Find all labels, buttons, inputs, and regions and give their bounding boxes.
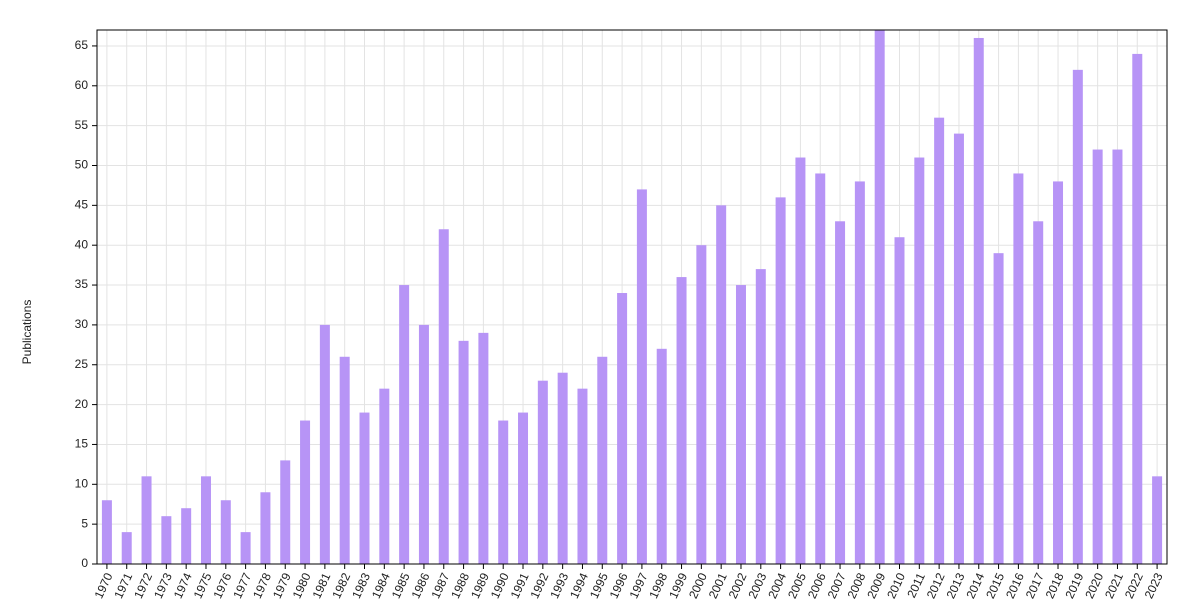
y-tick-label: 60 — [75, 78, 89, 92]
y-tick-label: 55 — [75, 118, 89, 132]
bar — [300, 420, 311, 564]
bar — [775, 197, 786, 564]
bar — [141, 476, 152, 564]
bar — [438, 229, 449, 565]
bar — [200, 476, 211, 564]
bar — [339, 356, 350, 564]
y-tick-label: 5 — [81, 516, 88, 530]
plot-border — [96, 29, 1168, 565]
bar — [161, 516, 172, 564]
y-tick-label: 25 — [75, 357, 89, 371]
bar — [894, 237, 905, 564]
bar — [934, 117, 945, 565]
y-tick-label: 0 — [81, 556, 88, 570]
bar — [636, 189, 647, 564]
bar — [1112, 149, 1123, 564]
y-tick-label: 30 — [75, 317, 89, 331]
bar — [696, 245, 707, 564]
bar — [399, 285, 410, 564]
bar — [874, 30, 885, 564]
x-tick-label: 2010 — [884, 570, 908, 600]
bar — [1013, 173, 1024, 564]
bar — [617, 293, 628, 564]
bar — [656, 348, 667, 564]
bar — [815, 173, 826, 564]
bar — [1092, 149, 1103, 564]
bar — [220, 500, 231, 564]
bar — [557, 372, 568, 564]
bar — [835, 221, 846, 565]
bar — [260, 492, 271, 564]
bar — [795, 157, 806, 564]
bar — [973, 37, 984, 564]
bar — [1072, 69, 1083, 565]
y-tick-label: 50 — [75, 158, 89, 172]
bar — [1053, 181, 1064, 564]
bar — [716, 205, 727, 565]
bar — [240, 532, 251, 564]
bar — [1033, 221, 1044, 565]
bar — [735, 285, 746, 564]
bar — [359, 412, 370, 564]
bar — [537, 380, 548, 564]
bar — [379, 388, 390, 564]
bar — [518, 412, 529, 564]
bar — [458, 340, 469, 564]
bar — [478, 332, 489, 564]
bar — [755, 269, 766, 564]
bar — [597, 356, 608, 564]
bar — [101, 500, 112, 564]
bar — [577, 388, 588, 564]
bar — [498, 420, 509, 564]
x-tick-label: 2023 — [1142, 570, 1166, 600]
bar — [1132, 53, 1143, 564]
bar — [121, 532, 132, 564]
y-tick-label: 35 — [75, 277, 89, 291]
bar — [418, 324, 429, 564]
y-tick-label: 65 — [75, 38, 89, 52]
bar — [1152, 476, 1163, 564]
bar — [676, 277, 687, 564]
y-tick-label: 10 — [75, 476, 89, 490]
bar — [181, 508, 192, 564]
bar — [953, 133, 964, 564]
bar — [993, 253, 1004, 564]
bar — [280, 460, 291, 564]
y-tick-label: 20 — [75, 397, 89, 411]
bar — [914, 157, 925, 564]
y-tick-label: 15 — [75, 437, 89, 451]
y-tick-label: 40 — [75, 237, 89, 251]
y-axis-label: Publications — [20, 300, 34, 365]
bar — [319, 324, 330, 564]
bar — [854, 181, 865, 564]
y-tick-label: 45 — [75, 198, 89, 212]
